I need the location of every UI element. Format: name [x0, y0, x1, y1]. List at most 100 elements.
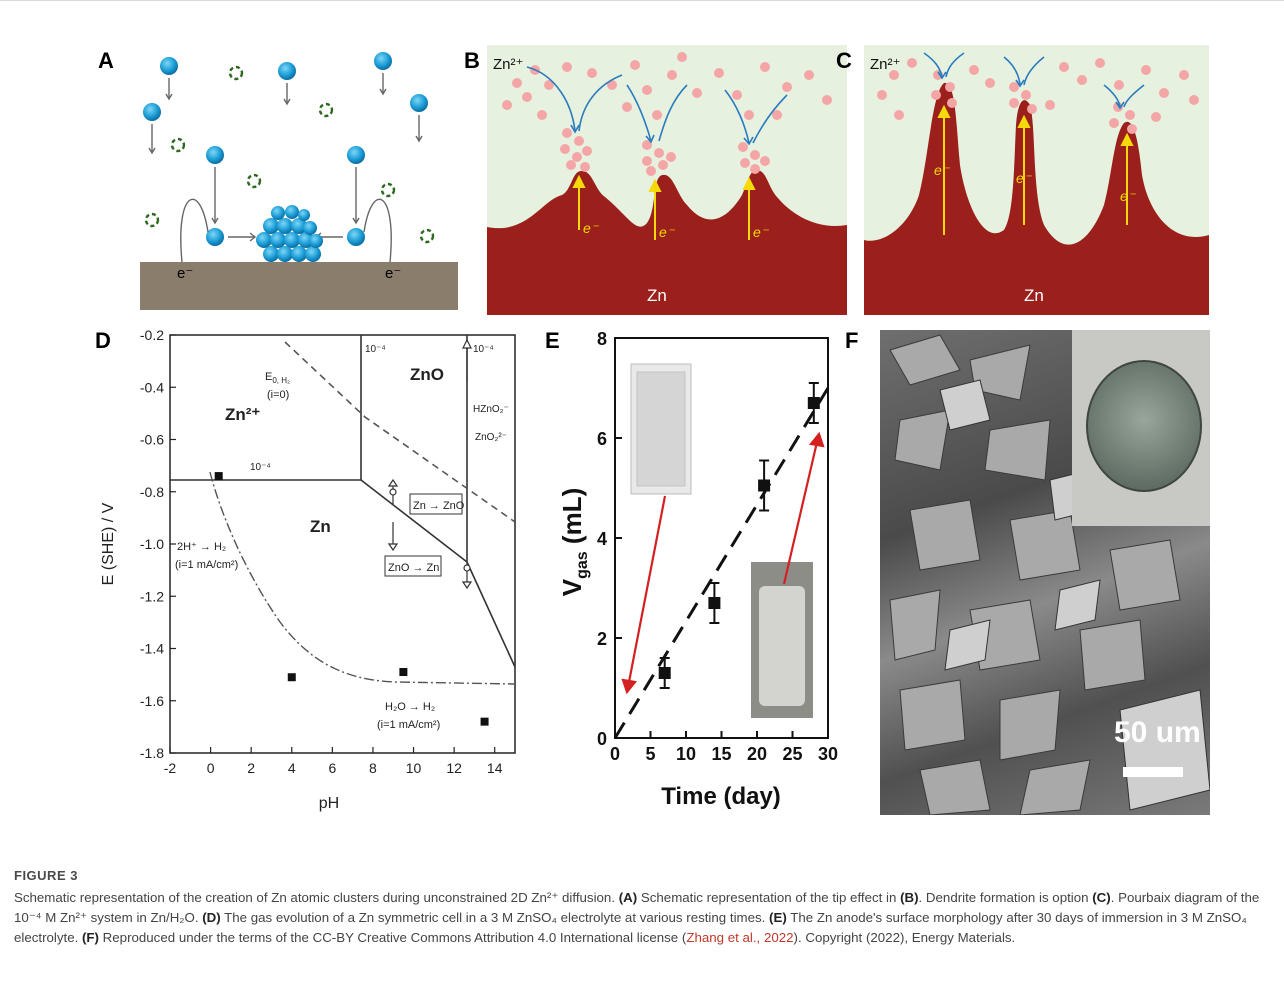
pourbaix-ytick-label: -0.8: [140, 484, 164, 500]
region-zn2: Zn²⁺: [225, 405, 260, 424]
pourbaix-xtick-label: 4: [288, 760, 296, 776]
ions-b: [502, 52, 832, 176]
pourbaix-data-point: [480, 717, 489, 726]
pourbaix-xlabel: pH: [319, 795, 339, 812]
figure-caption: FIGURE 3 Schematic representation of the…: [14, 868, 1270, 948]
panel-label-e: E: [545, 328, 560, 353]
gas-xtick-label: 0: [610, 744, 620, 764]
conc-label-1: 10⁻⁴: [365, 344, 386, 355]
zn-metal-label-c: Zn: [1024, 286, 1044, 305]
gas-data-point: [708, 597, 721, 609]
conc-label-2: 10⁻⁴: [473, 344, 494, 355]
pourbaix-xtick-label: 12: [446, 760, 462, 776]
electrode-photo-inset: [1072, 330, 1210, 526]
e-label-b1: e⁻: [583, 220, 600, 236]
zn-to-zno-label: Zn → ZnO: [413, 500, 465, 512]
gas-data-point: [807, 397, 820, 409]
pourbaix-ytick-label: -1.2: [140, 588, 164, 604]
hzno2-label: HZnO₂⁻: [473, 404, 509, 415]
panel-label-d: D: [95, 328, 111, 353]
h2o-label-2: (i=1 mA/cm²): [377, 719, 440, 731]
e-label-b2: e⁻: [659, 224, 676, 240]
pourbaix-xtick-label: 2: [247, 760, 255, 776]
zn-ions: [143, 52, 428, 246]
gas-axes: 0 5 10 15 20 25 30 0 2 4 6 8: [597, 329, 838, 764]
pourbaix-xtick-label: -2: [164, 760, 177, 776]
pourbaix-xtick-label: 10: [406, 760, 422, 776]
gas-ytick-label: 6: [597, 429, 607, 449]
zno-to-zn-label: ZnO → Zn: [388, 562, 439, 574]
conc-label-3: 10⁻⁴: [250, 462, 271, 473]
pourbaix-data-point: [287, 673, 296, 682]
gas-data-point: [658, 667, 671, 679]
photo-arrows: [621, 431, 825, 695]
gas-ytick-label: 0: [597, 729, 607, 749]
anions: [144, 65, 435, 244]
region-zno: ZnO: [410, 365, 444, 384]
gas-ylabel: Vgas (mL): [557, 488, 591, 596]
pourbaix-data-point: [214, 472, 223, 481]
pourbaix-points: [214, 472, 489, 726]
pourbaix-ytick-label: -0.4: [140, 379, 164, 395]
pourbaix-xtick-label: 6: [328, 760, 336, 776]
h2-evolution-curve: [209, 471, 516, 685]
electron-label-right: e⁻: [385, 265, 401, 282]
caption-text: Schematic representation of the creation…: [14, 890, 1260, 945]
panel-label-f: F: [845, 328, 859, 353]
e-label-c1: e⁻: [934, 162, 951, 178]
gas-points: [613, 382, 830, 739]
gas-fit-line: [613, 387, 830, 739]
zn-metal-label-b: Zn: [647, 286, 667, 305]
panel-label-b: B: [464, 48, 480, 73]
e-label-b3: e⁻: [753, 224, 770, 240]
pourbaix-ytick-label: -1.4: [140, 641, 164, 657]
panel-label-c: C: [836, 48, 852, 73]
pourbaix-xtick-label: 0: [207, 760, 215, 776]
pourbaix-data-point: [399, 668, 408, 677]
panel-a-schematic: e⁻ e⁻: [140, 52, 458, 310]
gas-ytick-label: 4: [597, 529, 607, 549]
gas-xtick-label: 30: [818, 744, 838, 764]
zn-cluster: [256, 205, 323, 262]
h2-equilibrium-line: [284, 341, 516, 523]
gas-xtick-label: 20: [747, 744, 767, 764]
scale-bar-text: 50 um: [1114, 716, 1201, 749]
pourbaix-ytick-label: -1.8: [140, 745, 164, 761]
gas-xtick-label: 15: [711, 744, 731, 764]
gas-data-point: [758, 479, 771, 492]
zn2-label-c: Zn²⁺: [870, 56, 900, 73]
gas-xtick-label: 5: [645, 744, 655, 764]
substrate: [140, 262, 458, 310]
sem-flakes: [889, 334, 1210, 815]
electron-label-left: e⁻: [177, 265, 193, 282]
pourbaix-xtick-label: 8: [369, 760, 377, 776]
eh2-i-label: (i=0): [267, 389, 289, 401]
gas-xlabel: Time (day): [661, 783, 781, 810]
pourbaix-ytick-label: -1.0: [140, 536, 164, 552]
pourbaix-ylabel: E (SHE) / V: [100, 502, 117, 585]
pourbaix-chart: Zn²⁺ ZnO Zn 10⁻⁴ 10⁻⁴ 10⁻⁴ E0, H₂ (i=0) …: [100, 327, 516, 812]
gas-xtick-label: 25: [782, 744, 802, 764]
scale-bar: [1123, 767, 1183, 777]
gas-ytick-label: 8: [597, 329, 607, 349]
citation-link[interactable]: Zhang et al., 2022: [686, 930, 794, 945]
panel-c-dendrite: Zn²⁺ e⁻ e⁻ e⁻ Zn: [864, 45, 1209, 315]
ions-c: [877, 58, 1199, 134]
h2o-label-1: H₂O → H₂: [385, 701, 435, 713]
zn2-label-b: Zn²⁺: [493, 56, 523, 73]
e-label-c3: e⁻: [1120, 188, 1137, 204]
eh2-label: E0, H₂: [265, 371, 290, 385]
gas-xtick-label: 10: [676, 744, 696, 764]
pourbaix-ytick-label: -0.6: [140, 432, 164, 448]
sem-micrograph: 50 um: [880, 330, 1210, 815]
region-zn: Zn: [310, 517, 331, 536]
pourbaix-ytick-label: -1.6: [140, 693, 164, 709]
pourbaix-axes: -2 0 2 4 6 8 10 12 14 -0.2 -0.4 -0.6 -0.8 -1.0 -1.2 -1.…: [140, 327, 503, 776]
zno2-label: ZnO₂²⁻: [475, 432, 507, 443]
pourbaix-ytick-label: -0.2: [140, 327, 164, 343]
gas-ytick-label: 2: [597, 629, 607, 649]
figure-label: FIGURE 3: [14, 868, 78, 883]
e-label-c2: e⁻: [1016, 170, 1033, 186]
pourbaix-xtick-label: 14: [487, 760, 503, 776]
